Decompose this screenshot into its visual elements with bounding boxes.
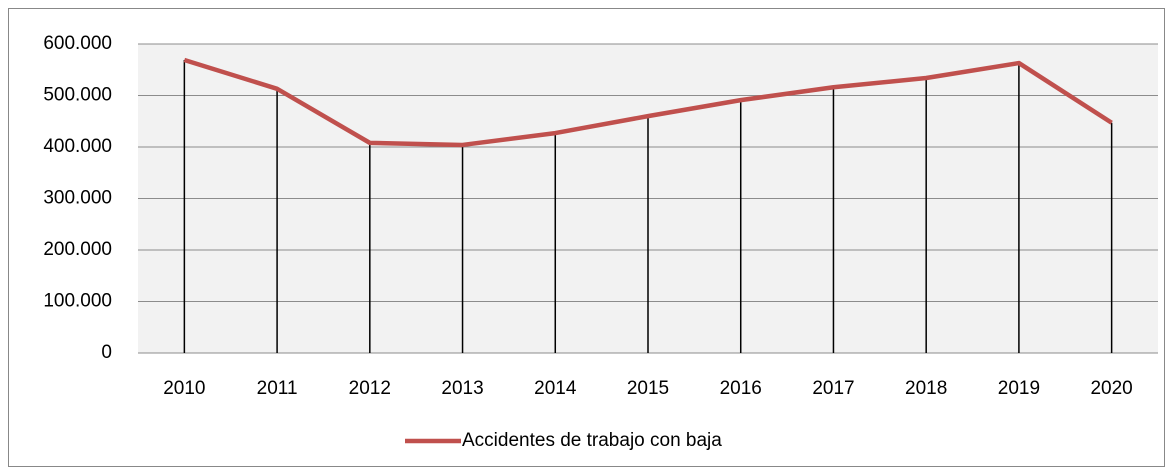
y-tick-label: 0 <box>101 342 112 363</box>
legend-label: Accidentes de trabajo con baja <box>462 430 722 451</box>
x-tick-label: 2018 <box>905 378 947 399</box>
series-line <box>183 57 1113 148</box>
x-tick-label: 2012 <box>349 378 391 399</box>
x-tick-label: 2016 <box>720 378 762 399</box>
x-tick-label: 2011 <box>257 378 298 399</box>
y-tick-label: 200.000 <box>43 239 112 260</box>
y-tick-label: 600.000 <box>43 33 112 54</box>
y-tick-label: 500.000 <box>43 85 112 106</box>
x-tick-label: 2014 <box>534 378 577 399</box>
y-tick-label: 400.000 <box>43 136 112 157</box>
x-tick-label: 2010 <box>163 378 205 399</box>
x-tick-label: 2013 <box>441 378 483 399</box>
x-tick-label: 2019 <box>998 378 1040 399</box>
x-tick-label: 2017 <box>812 378 854 399</box>
x-tick-label: 2015 <box>627 378 669 399</box>
y-tick-label: 300.000 <box>43 188 112 209</box>
x-tick-label: 2020 <box>1090 378 1132 399</box>
y-tick-label: 100.000 <box>43 291 112 312</box>
